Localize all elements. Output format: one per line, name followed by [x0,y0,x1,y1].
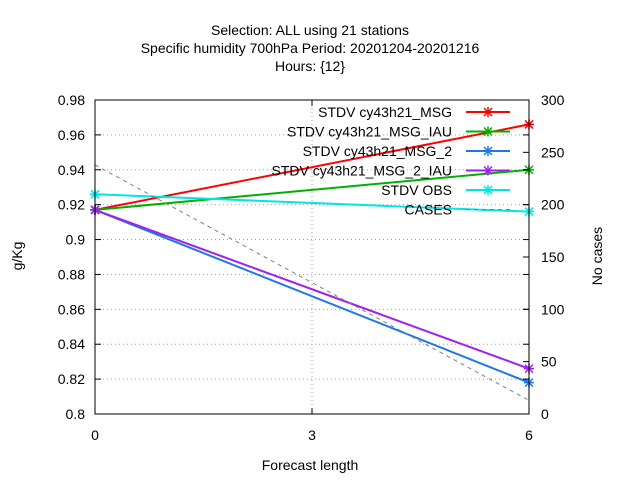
legend-marker-stdv-cy43h21-msg-2-iau [483,165,493,176]
legend-label-stdv-cy43h21-msg-2-iau: STDV cy43h21_MSG_2_IAU [271,163,452,179]
legend-label-stdv-obs: STDV OBS [381,182,452,198]
legend-label-stdv-cy43h21-msg: STDV cy43h21_MSG [318,104,452,120]
legend-label-cases: CASES [405,202,452,218]
y-tick-label: 0.8 [66,406,86,422]
y2-tick-label: 100 [541,301,565,317]
series-line-stdv-cy43h21-msg [94,123,530,211]
y2-tick-label: 50 [541,354,557,370]
legend-label-stdv-cy43h21-msg-iau: STDV cy43h21_MSG_IAU [287,124,452,140]
y-tick-label: 0.98 [58,92,85,108]
y2-tick-label: 150 [541,249,565,265]
x-tick-label: 6 [525,427,533,443]
y2-axis-label: No cases [589,227,605,285]
x-tick-label: 0 [91,427,99,443]
legend-marker-stdv-cy43h21-msg-iau [483,126,493,137]
y2-tick-label: 0 [541,406,549,422]
axes: 0.8 0.82 0.84 0.86 0.88 0.9 0.92 0.94 0.96 0.98 0 5… [58,92,565,443]
legend-label-stdv-cy43h21-msg-2: STDV cy43h21_MSG_2 [303,143,453,159]
chart-title-line-2: Specific humidity 700hPa Period: 2020120… [141,40,480,56]
y-axis-label: g/Kg [9,242,25,271]
y2-tick-label: 300 [541,92,565,108]
legend: STDV cy43h21_MSG STDV cy43h21_MSG_IAU STDV… [271,104,510,218]
chart-title-line-1: Selection: ALL using 21 stations [211,22,409,38]
y-tick-label: 0.96 [58,127,85,143]
y2-tick-label: 200 [541,197,565,213]
y-tick-label: 0.84 [58,336,85,352]
y-tick-label: 0.88 [58,266,85,282]
y2-tick-label: 250 [541,144,565,160]
y-tick-label: 0.92 [58,197,85,213]
grid [95,100,529,414]
series-line-stdv-cy43h21-msg-2 [94,208,530,384]
y-tick-label: 0.94 [58,162,85,178]
legend-marker-stdv-cy43h21-msg-2 [483,146,493,156]
x-axis-label: Forecast length [262,457,359,473]
x-tick-label: 3 [308,427,316,443]
y-tick-label: 0.9 [66,232,86,248]
y-tick-label: 0.86 [58,301,85,317]
legend-marker-stdv-cy43h21-msg [483,107,493,117]
series-line-cases [94,164,530,401]
series-line-stdv-obs [94,193,530,213]
series-line-stdv-cy43h21-msg-2-iau [94,208,530,370]
chart-title-line-3: Hours: {12} [275,58,345,74]
legend-marker-stdv-obs [483,185,493,195]
y-tick-label: 0.82 [58,371,85,387]
series-line-stdv-cy43h21-msg-iau [94,168,530,211]
chart-title: Selection: ALL using 21 stations Specifi… [141,22,480,74]
